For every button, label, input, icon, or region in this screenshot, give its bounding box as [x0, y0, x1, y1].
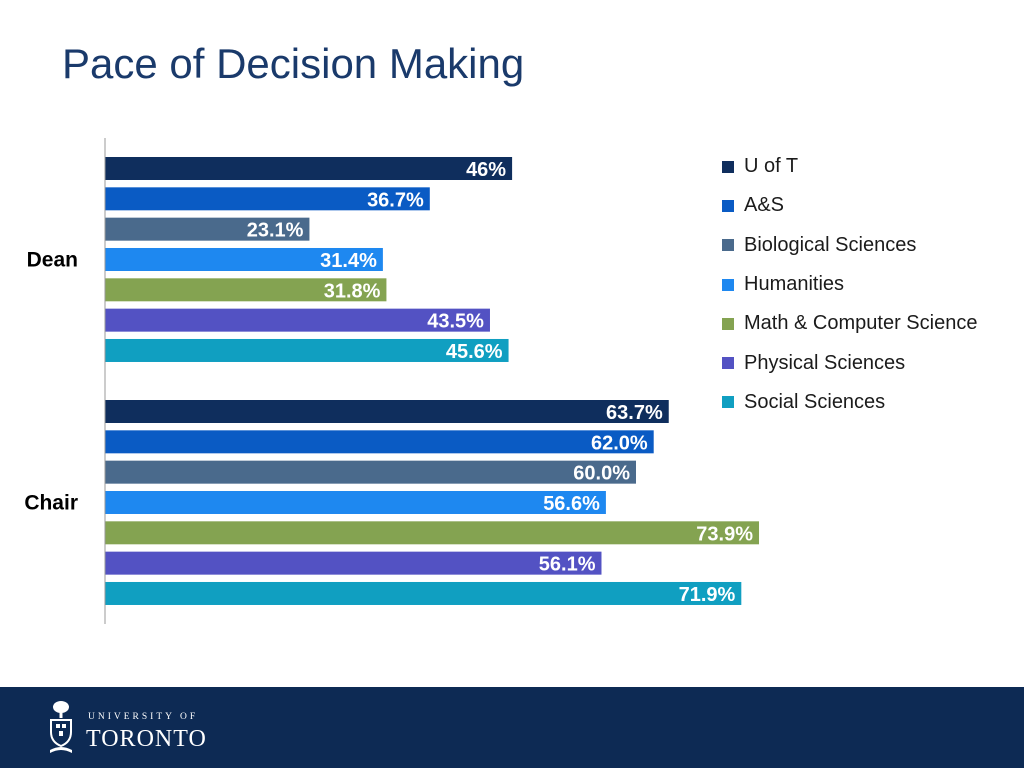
legend-label: A&S	[744, 194, 785, 217]
bar-value-label: 45.6%	[446, 341, 503, 363]
legend-swatch	[722, 239, 734, 252]
legend-label: U of T	[744, 155, 799, 178]
legend-item: Physical Sciences	[722, 343, 977, 382]
bar-value-label: 71.9%	[679, 584, 736, 606]
bar	[105, 157, 513, 180]
slide-title: Pace of Decision Making	[62, 40, 525, 87]
bar-value-label: 63.7%	[606, 402, 663, 424]
category-axis-label: Chair	[24, 491, 78, 514]
legend-swatch	[722, 278, 734, 291]
chart-legend: U of T A&S Biological Sciences Humanities Ma…	[722, 147, 977, 422]
bar	[105, 551, 602, 575]
legend-label: Social Sciences	[744, 390, 886, 413]
bar-value-label: 62.0%	[591, 432, 648, 454]
legend-swatch	[722, 199, 734, 212]
legend-swatch	[722, 396, 734, 409]
bar-value-label: 31.4%	[320, 250, 377, 272]
bar-value-label: 73.9%	[696, 523, 753, 545]
legend-swatch	[722, 160, 734, 173]
bar-value-label: 60.0%	[573, 463, 630, 485]
university-name-text: TORONTO	[86, 726, 207, 752]
university-crest-icon	[50, 701, 72, 753]
legend-swatch	[722, 317, 734, 330]
bar-value-label: 36.7%	[367, 189, 424, 211]
bar	[105, 521, 760, 545]
bar-value-label: 56.1%	[539, 554, 596, 576]
bar	[105, 278, 387, 302]
legend-item: Social Sciences	[722, 383, 977, 422]
legend-label: Math & Computer Science	[744, 312, 978, 335]
footer-band	[0, 687, 1024, 768]
bar-value-label: 56.6%	[543, 493, 600, 515]
legend-item: Humanities	[722, 265, 977, 304]
bar	[105, 581, 742, 605]
bar	[105, 400, 669, 423]
bar-chart: 46% 63.7% 36.7% 62.0% 23.1% 60.0% 31.4% 56.6% 31…	[24, 138, 760, 624]
legend-item: Math & Computer Science	[722, 304, 977, 343]
bar	[105, 247, 383, 271]
bar	[105, 490, 606, 514]
bar	[105, 217, 310, 241]
bar	[105, 187, 430, 211]
bar-value-label: 43.5%	[427, 311, 484, 333]
category-axis-label: Dean	[27, 248, 78, 271]
bar	[105, 308, 490, 332]
bar-value-label: 23.1%	[247, 220, 304, 242]
legend-label: Biological Sciences	[744, 233, 917, 256]
bar	[105, 338, 509, 362]
legend-label: Physical Sciences	[744, 351, 906, 374]
bar	[105, 430, 654, 454]
legend-label: Humanities	[744, 273, 845, 296]
bar-value-label: 46%	[466, 159, 506, 181]
legend-swatch	[722, 357, 734, 370]
legend-item: A&S	[722, 186, 977, 225]
bar-value-label: 31.8%	[324, 280, 381, 302]
bar	[105, 460, 636, 484]
legend-item: U of T	[722, 147, 977, 186]
university-of-text: UNIVERSITY OF	[88, 712, 199, 722]
legend-item: Biological Sciences	[722, 226, 977, 265]
